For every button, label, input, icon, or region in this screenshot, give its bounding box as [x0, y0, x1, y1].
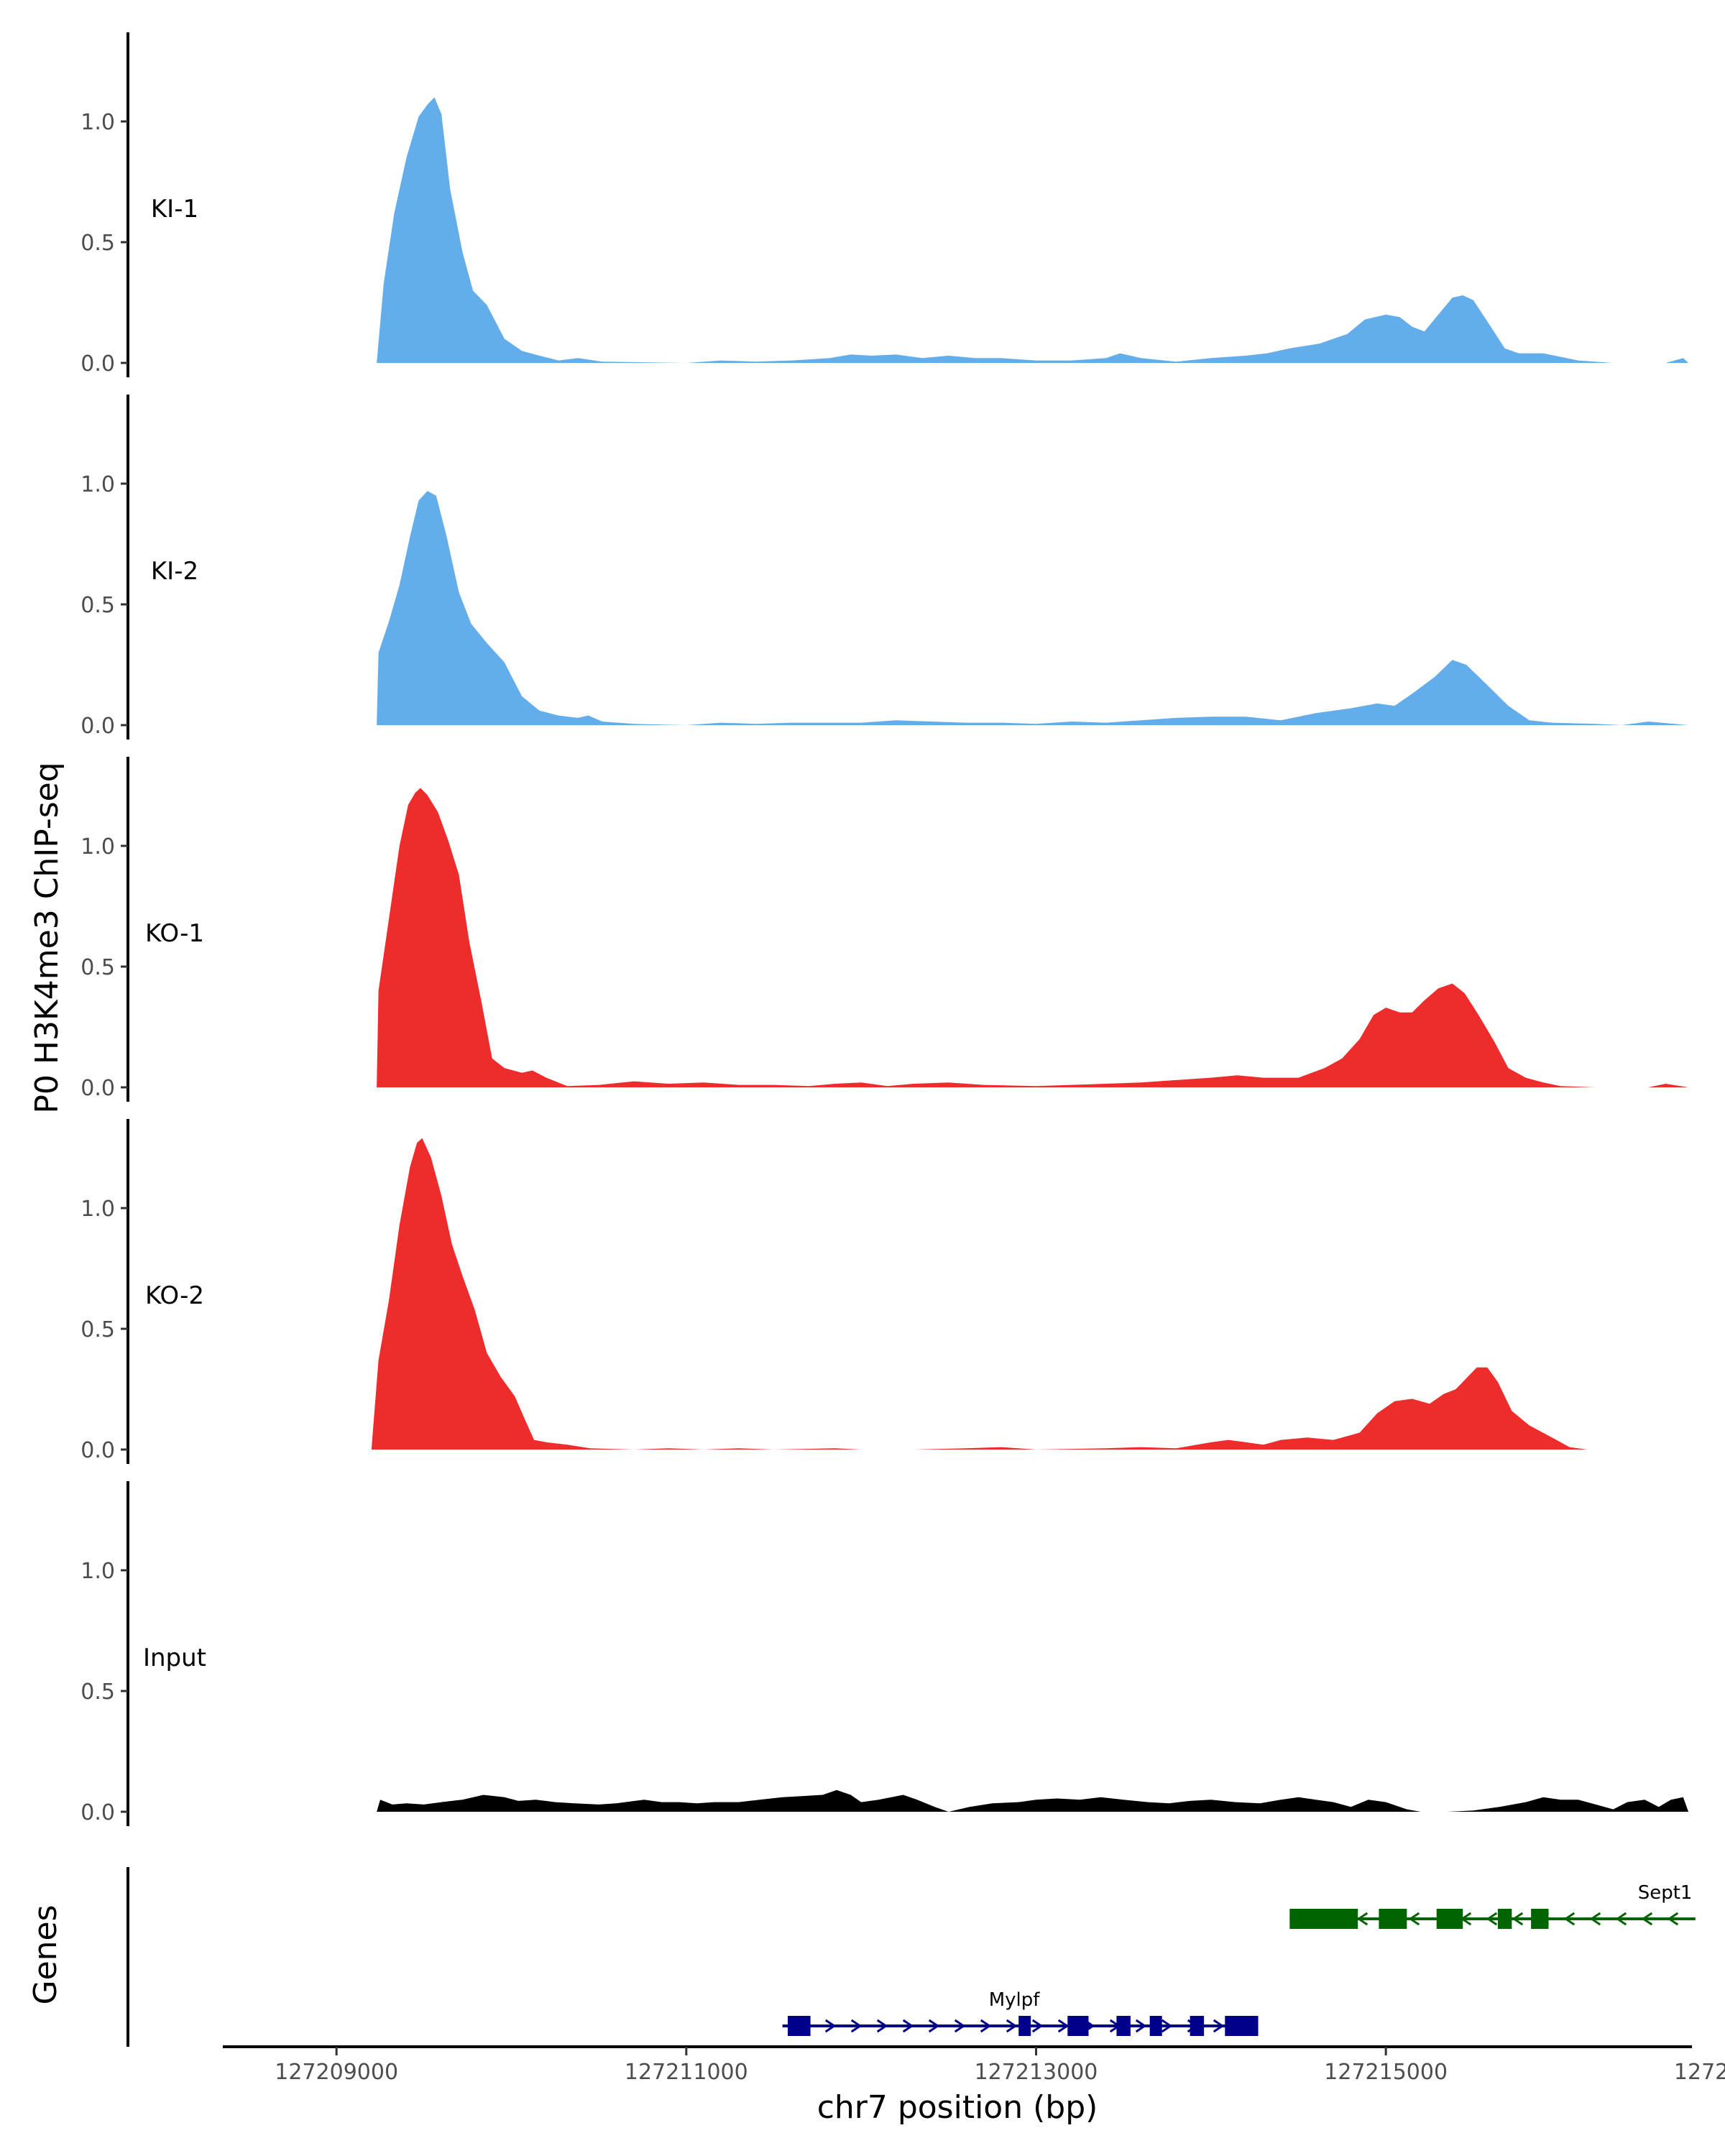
- y-tick-label: 1.0: [80, 110, 115, 135]
- strand-arrow: [954, 2019, 966, 2033]
- x-axis: 127209000 127211000 127213000 127215000 1272…: [223, 2045, 1725, 2126]
- x-tick-label: 127217000: [1674, 2060, 1725, 2085]
- strand-arrow: [1408, 1912, 1420, 1926]
- gene-exon: [1018, 2016, 1031, 2036]
- track-label: KI-1: [151, 195, 198, 224]
- strand-arrow: [1213, 2019, 1225, 2033]
- strand-arrow: [1161, 2019, 1173, 2033]
- signal-area: [377, 97, 1689, 363]
- strand-arrow: [1641, 1912, 1653, 1926]
- genes-track-title: Genes: [27, 1904, 64, 2004]
- y-tick-label: 0.0: [80, 351, 115, 377]
- gene-exon: [1149, 2016, 1162, 2036]
- strand-arrow: [1615, 1912, 1627, 1926]
- strand-arrow: [1006, 2019, 1018, 2033]
- y-tick-label: 1.0: [80, 472, 115, 497]
- x-axis-title: chr7 position (bp): [817, 2089, 1098, 2126]
- strand-arrow: [1589, 1912, 1601, 1926]
- gene-mylpf: Mylpf: [782, 1989, 1259, 2036]
- gene-exon: [1225, 2016, 1259, 2036]
- y-tick-label: 1.0: [80, 1197, 115, 1222]
- track-label: KI-2: [151, 557, 198, 586]
- signal-area: [377, 491, 1689, 725]
- strand-arrow: [1031, 2019, 1044, 2033]
- gene-exon: [1497, 1909, 1512, 1929]
- track-label: KO-2: [145, 1281, 204, 1310]
- y-tick-label: 0.5: [80, 231, 115, 256]
- strand-arrow: [850, 2019, 862, 2033]
- signal-area: [377, 788, 1689, 1087]
- signal-area: [371, 1138, 1593, 1450]
- gene-label: Sept1: [1638, 1882, 1693, 1904]
- y-tick-label: 0.0: [80, 1438, 115, 1463]
- tracks-layer: 0.00.51.0KI-10.00.51.0KI-20.00.51.0KO-10…: [80, 32, 1689, 1826]
- y-tick-label: 0.0: [80, 714, 115, 739]
- genes-panel: Genes Sept1 Mylpf: [27, 1867, 1696, 2047]
- gene-exon: [787, 2016, 811, 2036]
- strand-arrow: [1057, 2019, 1070, 2033]
- strand-arrow: [1486, 1912, 1498, 1926]
- track-ko-2: 0.0 0.5 1.0 KO-2: [80, 1119, 1593, 1464]
- gene-exon: [1436, 1909, 1463, 1929]
- y-tick-label: 0.5: [80, 1680, 115, 1705]
- track-ki-1: 0.0 0.5 1.0 KI-1: [80, 32, 1689, 377]
- track-input: 0.0 0.5 1.0 Input: [80, 1481, 1689, 1826]
- gene-exon: [1067, 2016, 1089, 2036]
- gene-exon: [1379, 1909, 1407, 1929]
- strand-arrow: [1667, 1912, 1679, 1926]
- track-ki-2: 0.0 0.5 1.0 KI-2: [80, 395, 1689, 740]
- gene-models: Sept1 Mylpf: [782, 1882, 1696, 2036]
- strand-arrow: [928, 2019, 940, 2033]
- track-label: KO-1: [145, 919, 204, 948]
- strand-arrow: [980, 2019, 992, 2033]
- y-tick-label: 0.5: [80, 955, 115, 980]
- x-axis-ticks: 127209000 127211000 127213000 127215000 1272…: [275, 2047, 1725, 2085]
- x-tick-label: 127209000: [275, 2060, 398, 2085]
- strand-arrow: [1563, 1912, 1576, 1926]
- signal-area: [377, 1789, 1689, 1812]
- gene-label: Mylpf: [989, 1989, 1041, 2011]
- x-tick-label: 127211000: [625, 2060, 748, 2085]
- x-tick-label: 127215000: [1324, 2060, 1448, 2085]
- y-tick-label: 0.5: [80, 1317, 115, 1342]
- strand-arrow: [1356, 1912, 1368, 1926]
- gene-exon: [1289, 1909, 1358, 1929]
- y-tick-label: 0.5: [80, 593, 115, 618]
- gene-exon: [1116, 2016, 1131, 2036]
- gene-sept1: Sept1: [1289, 1882, 1696, 1929]
- strand-arrow: [824, 2019, 837, 2033]
- y-tick-label: 0.0: [80, 1076, 115, 1101]
- y-tick-label: 1.0: [80, 834, 115, 860]
- strand-arrow: [1135, 2019, 1147, 2033]
- strand-arrow: [1512, 1912, 1524, 1926]
- y-axis-title: P0 H3K4me3 ChIP-seq: [29, 762, 65, 1113]
- track-label: Input: [143, 1644, 206, 1672]
- x-tick-label: 127213000: [975, 2060, 1098, 2085]
- strand-arrow: [902, 2019, 914, 2033]
- y-tick-label: 0.0: [80, 1800, 115, 1825]
- y-tick-label: 1.0: [80, 1559, 115, 1584]
- gene-exon: [1531, 1909, 1549, 1929]
- strand-arrow: [876, 2019, 888, 2033]
- track-ko-1: 0.0 0.5 1.0 KO-1: [80, 757, 1689, 1102]
- gene-exon: [1190, 2016, 1205, 2036]
